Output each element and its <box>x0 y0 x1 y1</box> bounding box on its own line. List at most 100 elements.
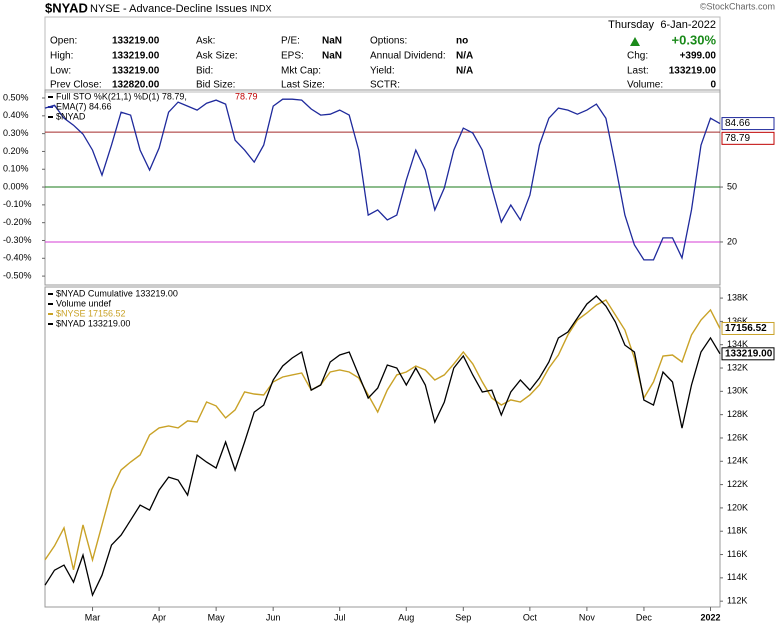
y-tick-label: 118K <box>727 526 747 536</box>
nyse-last: 17156.52 <box>725 323 767 334</box>
quote-label: Options: <box>370 36 407 47</box>
y-tick-label: 136K <box>727 316 748 326</box>
y-tick-label: 0.20% <box>3 146 29 156</box>
y-tick-label: -0.40% <box>3 253 32 263</box>
quote-label: Ask: <box>196 36 215 47</box>
x-tick-label: Dec <box>636 612 653 622</box>
quote-label: Prev Close: <box>50 80 102 91</box>
legend-swatch <box>48 96 53 98</box>
bottom-panel <box>44 286 721 608</box>
summary-value: +399.00 <box>680 51 717 62</box>
y-tick-label: 134K <box>727 339 748 349</box>
x-tick-label: Jun <box>266 612 281 622</box>
y-tick-label: 138K <box>727 292 748 302</box>
quote-label: High: <box>50 51 73 62</box>
quote-value: N/A <box>456 66 473 77</box>
y-tick-label: 116K <box>727 549 747 559</box>
summary-label: Chg: <box>627 51 648 62</box>
up-arrow <box>630 37 640 46</box>
y-tick-label: 124K <box>727 456 748 466</box>
summary-value: 133219.00 <box>669 66 717 77</box>
legend-text: $NYSE 17156.52 <box>56 308 126 318</box>
nyad-last: 133219.00 <box>725 348 773 359</box>
day: Thursday <box>608 19 654 31</box>
y-tick-label: 132K <box>727 362 748 372</box>
sto-last: 78.79 <box>725 133 750 144</box>
legend-text: $NYAD <box>56 111 86 121</box>
summary-value: 0 <box>710 80 716 91</box>
summary-label: Last: <box>627 66 649 77</box>
series-line <box>44 295 721 598</box>
y2-tick-label: 50 <box>727 181 737 191</box>
legend-text: EMA(7) 84.66 <box>56 101 112 111</box>
date: 6-Jan-2022 <box>660 19 716 31</box>
x-tick-label: Aug <box>398 612 414 622</box>
x-tick-label: Sep <box>455 612 471 622</box>
series-line <box>44 299 721 571</box>
y-tick-label: -0.20% <box>3 217 32 227</box>
series-line <box>44 98 721 261</box>
legend-swatch <box>48 106 53 108</box>
quote-label: P/E: <box>281 36 300 47</box>
y-tick-label: 0.40% <box>3 110 29 120</box>
x-tick-label: Apr <box>152 612 166 622</box>
quote-value: NaN <box>322 51 342 62</box>
y-tick-label: 130K <box>727 386 748 396</box>
quote-label: Mkt Cap: <box>281 66 321 77</box>
change-pct: +0.30% <box>672 32 717 47</box>
y-tick-label: 0.50% <box>3 92 29 102</box>
quote-label: Last Size: <box>281 80 325 91</box>
legend-swatch <box>48 293 53 295</box>
y-tick-label: -0.30% <box>3 235 32 245</box>
x-tick-label: 2022 <box>700 612 720 622</box>
ema-last-box <box>721 117 775 131</box>
x-tick-label: Mar <box>85 612 101 622</box>
legend-swatch <box>48 313 53 315</box>
y-tick-label: 0.30% <box>3 128 29 138</box>
quote-value: 133219.00 <box>112 36 160 47</box>
quote-label: SCTR: <box>370 80 400 91</box>
y-tick-label: 122K <box>727 479 748 489</box>
quote-value: N/A <box>456 51 473 62</box>
sto-value: 78.79 <box>235 91 258 101</box>
quote-box <box>44 16 721 93</box>
y-tick-label: 112K <box>727 596 747 606</box>
y-tick-label: -0.50% <box>3 270 32 280</box>
y-tick-label: -0.10% <box>3 199 32 209</box>
x-tick-label: Oct <box>523 612 538 622</box>
x-tick-label: Nov <box>579 612 596 622</box>
x-tick-label: May <box>208 612 226 622</box>
quote-value: NaN <box>322 36 342 47</box>
y-tick-label: 120K <box>727 502 748 512</box>
quote-value: no <box>456 36 468 47</box>
legend-text: $NYAD Cumulative 133219.00 <box>56 288 178 298</box>
x-tick-label: Jul <box>334 612 346 622</box>
quote-value: 132820.00 <box>112 80 160 91</box>
y-tick-label: 0.00% <box>3 181 29 191</box>
y-tick-label: 126K <box>727 432 748 442</box>
quote-label: Ask Size: <box>196 51 238 62</box>
quote-label: Bid: <box>196 66 213 77</box>
exchange: INDX <box>250 3 272 13</box>
legend-swatch <box>48 323 53 325</box>
legend-text: $NYAD 133219.00 <box>56 318 130 328</box>
y-tick-label: 114K <box>727 572 747 582</box>
quote-label: Yield: <box>370 66 395 77</box>
legend-swatch <box>48 303 53 305</box>
quote-label: Open: <box>50 36 77 47</box>
symbol-name: NYSE - Advance-Decline Issues <box>90 3 248 15</box>
quote-value: 133219.00 <box>112 66 160 77</box>
quote-label: Annual Dividend: <box>370 51 446 62</box>
nyse-last-box <box>721 321 775 335</box>
summary-label: Volume: <box>627 80 663 91</box>
legend-swatch <box>48 116 53 118</box>
y-tick-label: 0.10% <box>3 164 29 174</box>
quote-value: 133219.00 <box>112 51 160 62</box>
legend-text: Volume undef <box>56 298 112 308</box>
ema-last: 84.66 <box>725 118 750 129</box>
quote-label: EPS: <box>281 51 304 62</box>
symbol: $NYAD <box>45 0 88 15</box>
nyad-last-box <box>721 347 775 361</box>
